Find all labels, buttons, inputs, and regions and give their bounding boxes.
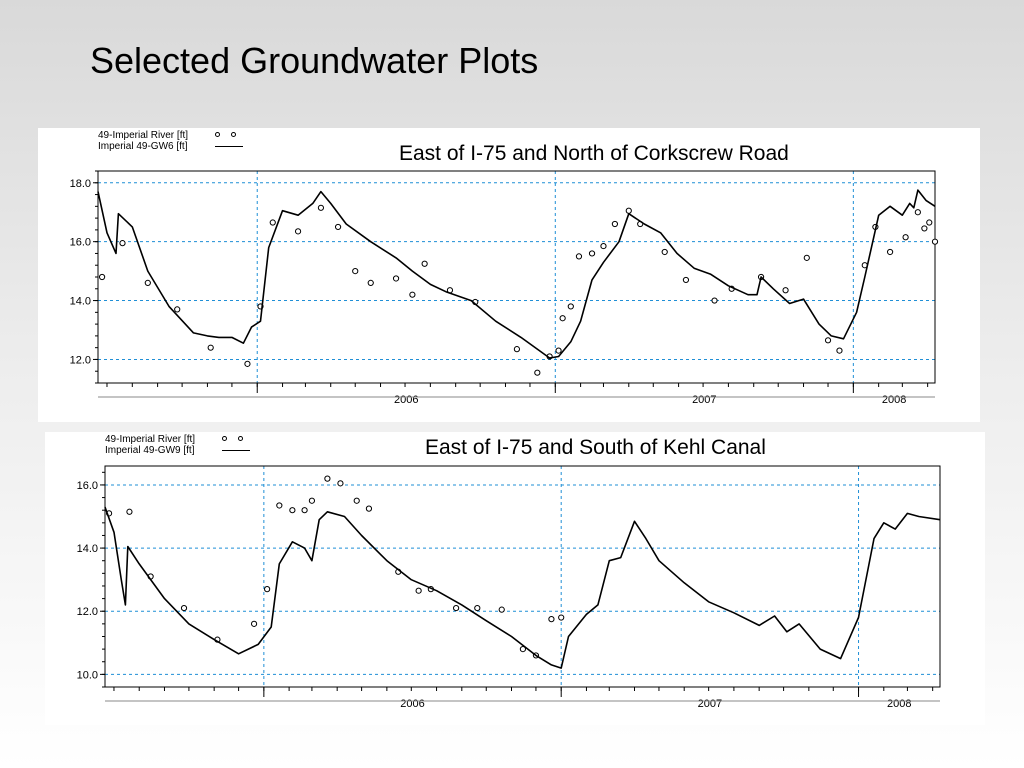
data-point-river — [264, 586, 271, 593]
data-point-river — [415, 587, 422, 594]
data-point-river — [611, 220, 618, 228]
y-tick-label: 16.0 — [77, 480, 98, 492]
series-line-groundwater — [104, 506, 941, 669]
data-point-river — [711, 297, 718, 304]
data-point-river — [244, 360, 251, 367]
legend-line-icon — [213, 141, 243, 152]
legend-label-well: Imperial 49-GW9 [ft] — [105, 445, 195, 456]
series-line-groundwater — [97, 189, 936, 359]
plot-frame — [104, 465, 941, 688]
data-point-river — [558, 614, 565, 621]
data-point-river — [294, 228, 302, 235]
data-point-river — [548, 616, 555, 623]
data-point-river — [914, 209, 921, 216]
y-tick-label: 14.0 — [70, 296, 91, 308]
data-point-river — [317, 204, 325, 211]
data-point-river — [921, 225, 928, 232]
data-point-river — [269, 219, 276, 226]
data-point-river — [600, 242, 607, 250]
data-point-river — [453, 604, 460, 612]
data-point-river — [180, 604, 188, 612]
data-point-river — [926, 219, 933, 226]
data-point-river — [126, 508, 133, 515]
data-point-river — [98, 273, 106, 281]
chart-title: East of I-75 and South of Kehl Canal — [425, 436, 766, 459]
data-point-river — [207, 344, 214, 351]
data-point-river — [567, 303, 574, 310]
x-tick-label: 2006 — [394, 394, 418, 406]
data-point-river — [365, 505, 373, 512]
legend-label-river: 49-Imperial River [ft] — [105, 434, 196, 445]
data-point-river — [902, 234, 909, 241]
data-point-river — [682, 276, 690, 284]
data-point-river — [559, 315, 566, 322]
data-point-river — [337, 480, 344, 487]
data-point-river — [836, 347, 843, 354]
data-point-river — [782, 287, 789, 294]
data-point-river — [174, 306, 181, 313]
data-point-river — [334, 223, 342, 231]
data-point-river — [886, 248, 894, 256]
slide-title: Selected Groundwater Plots — [90, 40, 539, 81]
data-point-river — [289, 507, 296, 514]
data-point-river — [367, 279, 374, 286]
data-point-river — [324, 475, 331, 482]
y-tick-label: 10.0 — [77, 669, 98, 681]
legend-label-river: 49-Imperial River [ft] — [98, 130, 189, 141]
data-point-river — [409, 291, 416, 298]
x-tick-label: 2006 — [400, 698, 424, 710]
chart-kehl-canal: 10.0 12.0 14.0 16.0 2006 2007 2008 — [77, 465, 941, 710]
y-tick-label: 12.0 — [70, 354, 91, 366]
x-tick-label: 2008 — [887, 698, 911, 710]
legend-marker-circles-icon — [213, 130, 243, 141]
legend-label-well: Imperial 49-GW6 [ft] — [98, 141, 188, 152]
data-point-river — [575, 253, 583, 260]
data-point-river — [625, 207, 632, 214]
chart-panel-north-corkscrew: 12.0 14.0 16.0 18.0 2006 2007 2008 East of I-7… — [38, 128, 980, 422]
chart-title: East of I-75 and North of Corkscrew Road — [399, 142, 789, 165]
y-tick-label: 16.0 — [70, 237, 91, 249]
data-point-river — [534, 369, 541, 376]
data-point-river — [308, 497, 316, 504]
y-tick-label: 14.0 — [77, 543, 98, 555]
data-point-river — [250, 620, 258, 627]
x-tick-label: 2007 — [698, 698, 722, 710]
y-tick-label: 12.0 — [77, 606, 98, 618]
chart-north-corkscrew: 12.0 14.0 16.0 18.0 2006 2007 2008 — [70, 170, 939, 406]
plot-frame — [97, 170, 936, 384]
data-point-river — [824, 337, 832, 344]
data-point-river — [803, 254, 810, 261]
chart-panel-kehl-canal: 10.0 12.0 14.0 16.0 2006 2007 2008 East of I-7… — [45, 432, 985, 725]
data-point-river — [421, 260, 428, 267]
data-point-river — [931, 238, 939, 245]
data-point-river — [661, 248, 668, 256]
data-point-river — [555, 347, 562, 354]
y-tick-label: 18.0 — [70, 178, 91, 190]
data-point-river — [119, 240, 126, 247]
data-point-river — [144, 279, 151, 286]
data-point-river — [392, 275, 400, 282]
data-point-river — [498, 606, 505, 613]
data-point-river — [588, 250, 596, 257]
x-tick-label: 2008 — [882, 394, 906, 406]
data-point-river — [519, 646, 527, 653]
data-point-river — [352, 268, 359, 275]
x-tick-label: 2007 — [692, 394, 716, 406]
data-point-river — [353, 497, 360, 504]
legend-marker-circles-icon — [220, 434, 250, 445]
data-point-river — [301, 507, 308, 514]
data-point-river — [513, 346, 521, 353]
legend-line-icon — [220, 445, 250, 456]
data-point-river — [276, 502, 283, 509]
data-point-river — [474, 604, 481, 612]
